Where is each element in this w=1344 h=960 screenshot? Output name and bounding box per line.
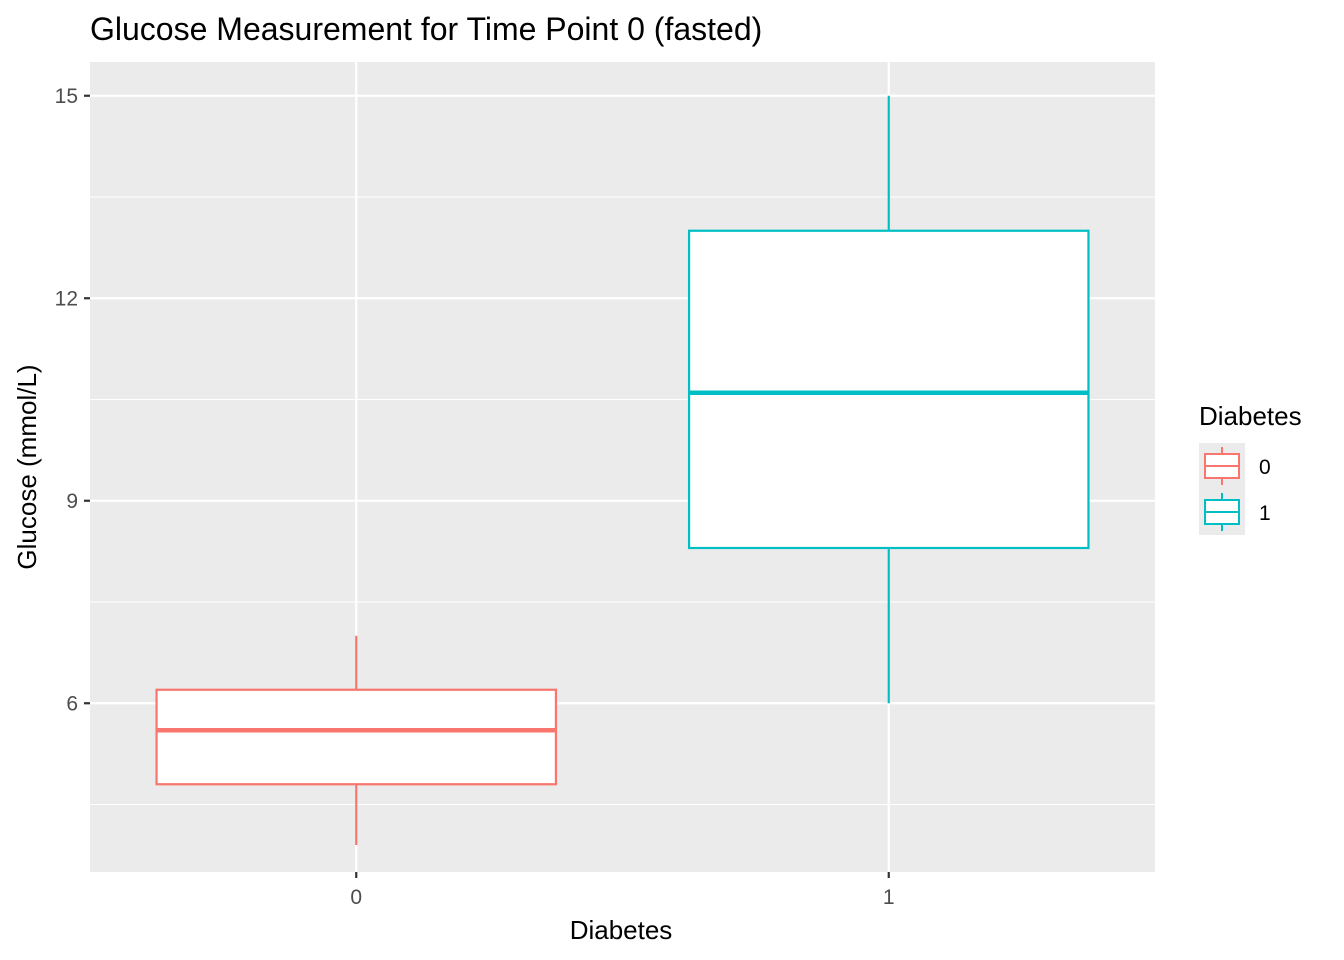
box-group-0 <box>155 635 558 845</box>
x-tick-label: 0 <box>350 886 362 909</box>
legend-entry-1: 1 <box>1199 489 1271 535</box>
x-tick-label: 1 <box>883 886 895 909</box>
y-tick-label: 9 <box>66 490 78 513</box>
y-tick-label: 6 <box>66 692 78 715</box>
box-group-1 <box>687 95 1090 704</box>
chart-title: Glucose Measurement for Time Point 0 (fa… <box>90 11 762 47</box>
y-axis-title: Glucose (mmol/L) <box>12 364 42 569</box>
legend-title: Diabetes <box>1199 401 1302 431</box>
y-axis: 6 9 12 15 <box>55 85 90 715</box>
x-axis-title: Diabetes <box>570 915 673 945</box>
legend: Diabetes 0 1 <box>1199 401 1302 535</box>
legend-label: 1 <box>1259 502 1271 525</box>
box-iqr <box>687 229 1090 550</box>
y-tick-label: 12 <box>55 287 78 310</box>
box-series <box>155 95 1090 845</box>
y-tick-label: 15 <box>55 85 78 108</box>
legend-entry-0: 0 <box>1199 443 1271 489</box>
legend-label: 0 <box>1259 456 1271 479</box>
box-iqr <box>155 688 558 786</box>
